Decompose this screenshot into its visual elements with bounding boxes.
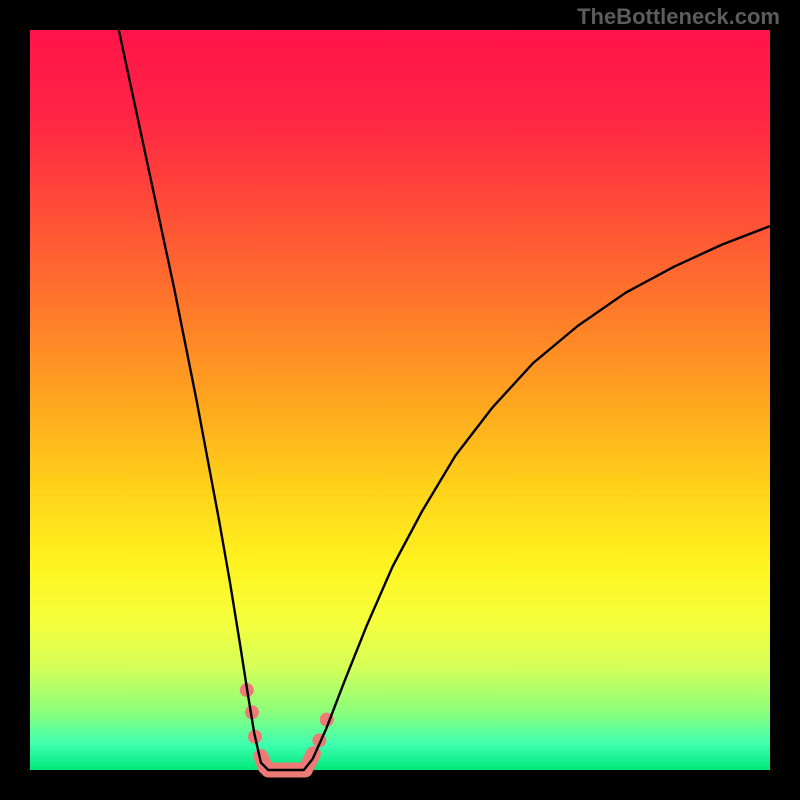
plot-background [30,30,770,770]
chart-container: TheBottleneck.com [0,0,800,800]
bottleneck-chart-svg [0,0,800,800]
